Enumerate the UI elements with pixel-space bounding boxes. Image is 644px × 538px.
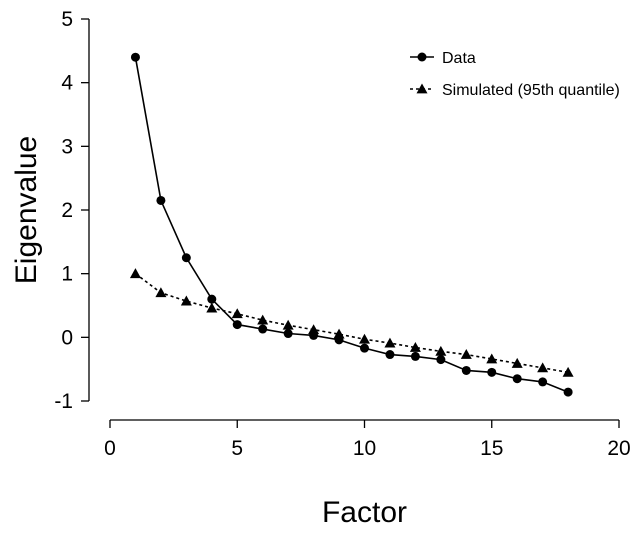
data-point-circle: [207, 294, 217, 304]
x-tick-label: 0: [104, 437, 116, 460]
data-point-circle: [258, 324, 268, 334]
series-layer: [129, 52, 574, 397]
data-point-triangle: [206, 302, 218, 313]
data-point-triangle: [308, 324, 320, 335]
y-tick-label: 1: [61, 263, 73, 286]
data-point-triangle: [384, 337, 396, 348]
data-point-triangle: [562, 366, 574, 377]
data-point-triangle: [435, 345, 447, 356]
series-line: [134, 57, 569, 393]
y-tick-label: 2: [61, 199, 73, 222]
axes: 0 5 10 15 20 -1 0 1 2 3 4 5: [54, 8, 630, 460]
data-point-triangle: [129, 268, 141, 279]
y-tick-label: 5: [61, 8, 73, 31]
x-tick-label: 15: [480, 437, 503, 460]
data-point-circle: [130, 52, 140, 62]
legend-label: Simulated (95th quantile): [442, 82, 620, 99]
y-axis-title: Eigenvalue: [10, 136, 43, 284]
data-point-circle: [461, 365, 471, 375]
x-tick-label: 10: [353, 437, 376, 460]
data-point-circle: [436, 355, 446, 365]
data-point-triangle: [180, 295, 192, 306]
data-point-triangle: [511, 357, 523, 368]
y-tick-label: 4: [61, 72, 73, 95]
data-point-triangle: [282, 319, 294, 330]
data-point-circle: [410, 351, 420, 361]
legend-label: Data: [442, 50, 476, 67]
data-point-triangle: [486, 353, 498, 364]
data-point-triangle: [537, 362, 549, 373]
data-point-triangle: [409, 342, 421, 352]
x-tick-label: 20: [607, 437, 630, 460]
y-tick-label: 0: [61, 326, 73, 349]
x-axis-title: Factor: [322, 496, 407, 529]
data-point-circle: [385, 350, 395, 360]
data-point-circle: [181, 253, 191, 263]
data-point-circle: [487, 367, 497, 377]
series-line: [134, 273, 569, 374]
data-point-circle: [283, 329, 293, 339]
data-point-circle: [156, 195, 166, 205]
legend-entry: Data: [410, 50, 476, 67]
data-point-triangle: [333, 328, 345, 339]
series-data: [130, 52, 573, 397]
x-tick-label: 5: [231, 437, 243, 460]
data-point-triangle: [257, 314, 269, 325]
data-point-circle: [538, 377, 548, 387]
data-point-triangle: [231, 308, 243, 319]
data-point-circle: [563, 387, 573, 397]
series-simulated: [129, 268, 574, 377]
y-tick-label: 3: [61, 135, 73, 158]
data-point-circle: [232, 320, 242, 330]
legend-marker: [416, 83, 428, 94]
data-point-circle: [360, 343, 369, 353]
legend: Data Simulated (95th quantile): [410, 50, 620, 99]
data-point-triangle: [359, 333, 370, 344]
y-tick-label: -1: [54, 390, 73, 413]
data-point-triangle: [155, 287, 167, 298]
legend-marker: [417, 52, 427, 62]
data-point-triangle: [460, 349, 472, 359]
data-point-circle: [512, 374, 522, 384]
legend-entry: Simulated (95th quantile): [410, 82, 620, 99]
